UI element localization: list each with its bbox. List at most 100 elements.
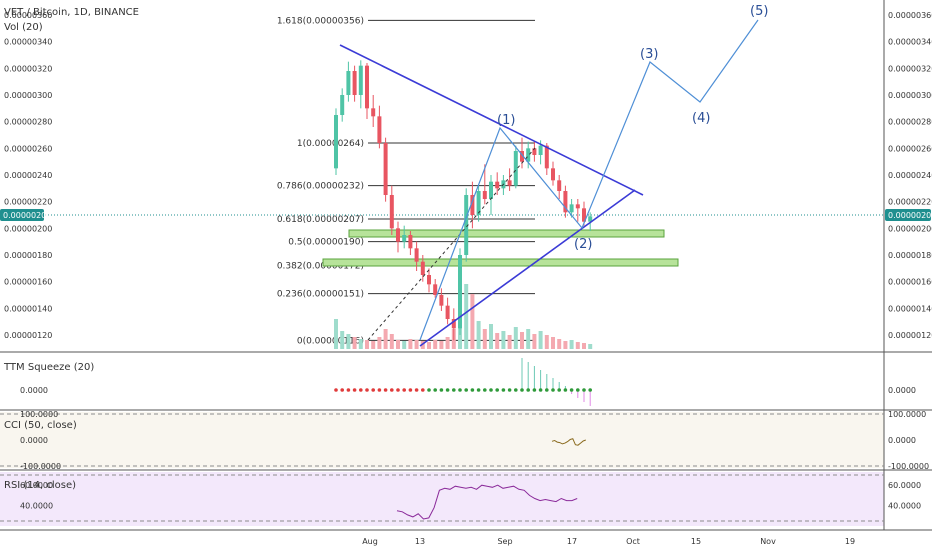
ttm-tick: 0.0000	[20, 386, 48, 395]
wave-3-label: (3)	[640, 47, 658, 62]
ttm-dot	[483, 388, 487, 392]
price-tick-right: 0.00000180	[888, 251, 932, 260]
volume-bar	[371, 341, 376, 349]
ttm-dot	[458, 388, 462, 392]
ttm-dot	[433, 388, 438, 392]
ttm-dot	[346, 388, 351, 392]
ttm-dot	[408, 388, 413, 392]
ttm-dot	[445, 388, 450, 392]
ttm-dot	[359, 388, 363, 392]
ttm-dot	[563, 388, 568, 392]
ttm-dot	[476, 388, 481, 392]
ttm-dot	[464, 388, 469, 392]
candle-body	[427, 275, 431, 285]
ttm-dot	[538, 388, 543, 392]
volume-bar	[532, 334, 537, 349]
ttm-dot	[371, 388, 376, 392]
volume-bar	[408, 339, 413, 349]
time-tick: Oct	[626, 537, 640, 546]
candle-body	[340, 95, 345, 115]
volume-bar	[383, 329, 388, 349]
last-price-pill-left	[0, 209, 44, 221]
price-tick-left: 0.00000180	[4, 251, 52, 260]
volume-bar	[513, 327, 518, 349]
last-price-label-left: 0.00000209	[3, 211, 51, 220]
candle-body	[346, 71, 351, 95]
volume-bar	[563, 341, 568, 349]
support-zone-lower	[322, 258, 679, 267]
cci-tick: 0.0000	[888, 436, 916, 445]
volume-bar	[439, 341, 444, 349]
ttm-dot	[507, 388, 512, 392]
volume-bar	[402, 341, 407, 349]
ttm-dot	[582, 388, 586, 392]
candle-body	[544, 145, 549, 169]
volume-bar	[396, 340, 400, 349]
cci-tick: 0.0000	[20, 436, 48, 445]
volume-bar	[482, 329, 487, 349]
indicator-axes: 0.0000 0.0000 100.0000 100.0000 0.0000 0.0000…	[20, 386, 929, 511]
volume-bar	[551, 337, 555, 349]
candle-body	[538, 145, 543, 155]
candle-body	[513, 151, 518, 186]
price-tick-right: 0.00000300	[888, 91, 932, 100]
candle-body	[371, 108, 376, 117]
candle-body	[569, 204, 574, 213]
fib-retracement: 1.618(0.00000356) 1(0.00000264) 0.786(0.00…	[277, 16, 535, 346]
elliott-wave-path	[419, 19, 759, 341]
ttm-dot	[439, 388, 444, 392]
price-tick-right: 0.00000260	[888, 144, 932, 153]
ttm-dot	[501, 388, 506, 392]
time-tick: 13	[415, 537, 425, 546]
candle-body	[414, 248, 419, 262]
candle-body	[470, 195, 475, 215]
time-axis: Aug 13 Sep 17 Oct 15 Nov 19	[362, 537, 855, 546]
ttm-dot	[427, 388, 431, 392]
rsi-tick: 60.0000	[888, 481, 921, 490]
volume-bar	[389, 334, 394, 349]
volume-bar	[489, 324, 493, 349]
rsi-tick: 60.0000	[20, 481, 53, 490]
triangle-lower-line	[419, 189, 636, 347]
candle-body	[476, 191, 481, 215]
price-tick-right: 0.00000120	[888, 331, 932, 340]
volume-bar	[538, 331, 543, 349]
fib-level-label: 0.5(0.00000190)	[288, 238, 364, 248]
ttm-label: TTM Squeeze (20)	[3, 362, 94, 373]
volume-bar	[346, 334, 351, 349]
ttm-dot	[396, 388, 400, 392]
candle-body	[482, 191, 487, 199]
candle-body	[582, 208, 586, 222]
cci-line	[551, 438, 586, 446]
volume-bar	[575, 342, 580, 349]
volume-bar	[470, 294, 475, 349]
time-tick: 15	[691, 537, 701, 546]
ttm-dot	[470, 388, 475, 392]
fib-level-label: 0.786(0.00000232)	[277, 182, 364, 192]
ttm-dot	[514, 388, 518, 392]
ttm-dot	[551, 388, 555, 392]
candle-body	[408, 235, 413, 249]
ttm-dot	[569, 388, 574, 392]
candles	[334, 60, 593, 341]
ttm-dot	[377, 388, 382, 392]
fib-level-label: 0.618(0.00000207)	[277, 215, 364, 225]
ttm-dot	[588, 388, 592, 392]
ttm-dot	[383, 388, 388, 392]
volume-bar	[427, 342, 431, 349]
last-price-label-right: 0.00000209	[888, 211, 932, 220]
candle-body	[588, 216, 593, 222]
ttm-dot	[365, 388, 369, 392]
volume-bar	[520, 332, 524, 349]
candle-body	[402, 235, 407, 242]
ttm-dot	[421, 388, 425, 392]
fib-level-label: 1.618(0.00000356)	[277, 16, 364, 26]
volume-bar	[588, 344, 593, 349]
fib-level-label: 0.236(0.00000151)	[277, 290, 364, 300]
price-tick-left: 0.00000280	[4, 118, 52, 127]
candle-body	[383, 143, 388, 195]
candle-body	[377, 116, 382, 143]
wave-1-label: (1)	[497, 113, 515, 128]
price-tick-right: 0.00000280	[888, 118, 932, 127]
rsi-pane-background	[0, 472, 884, 526]
